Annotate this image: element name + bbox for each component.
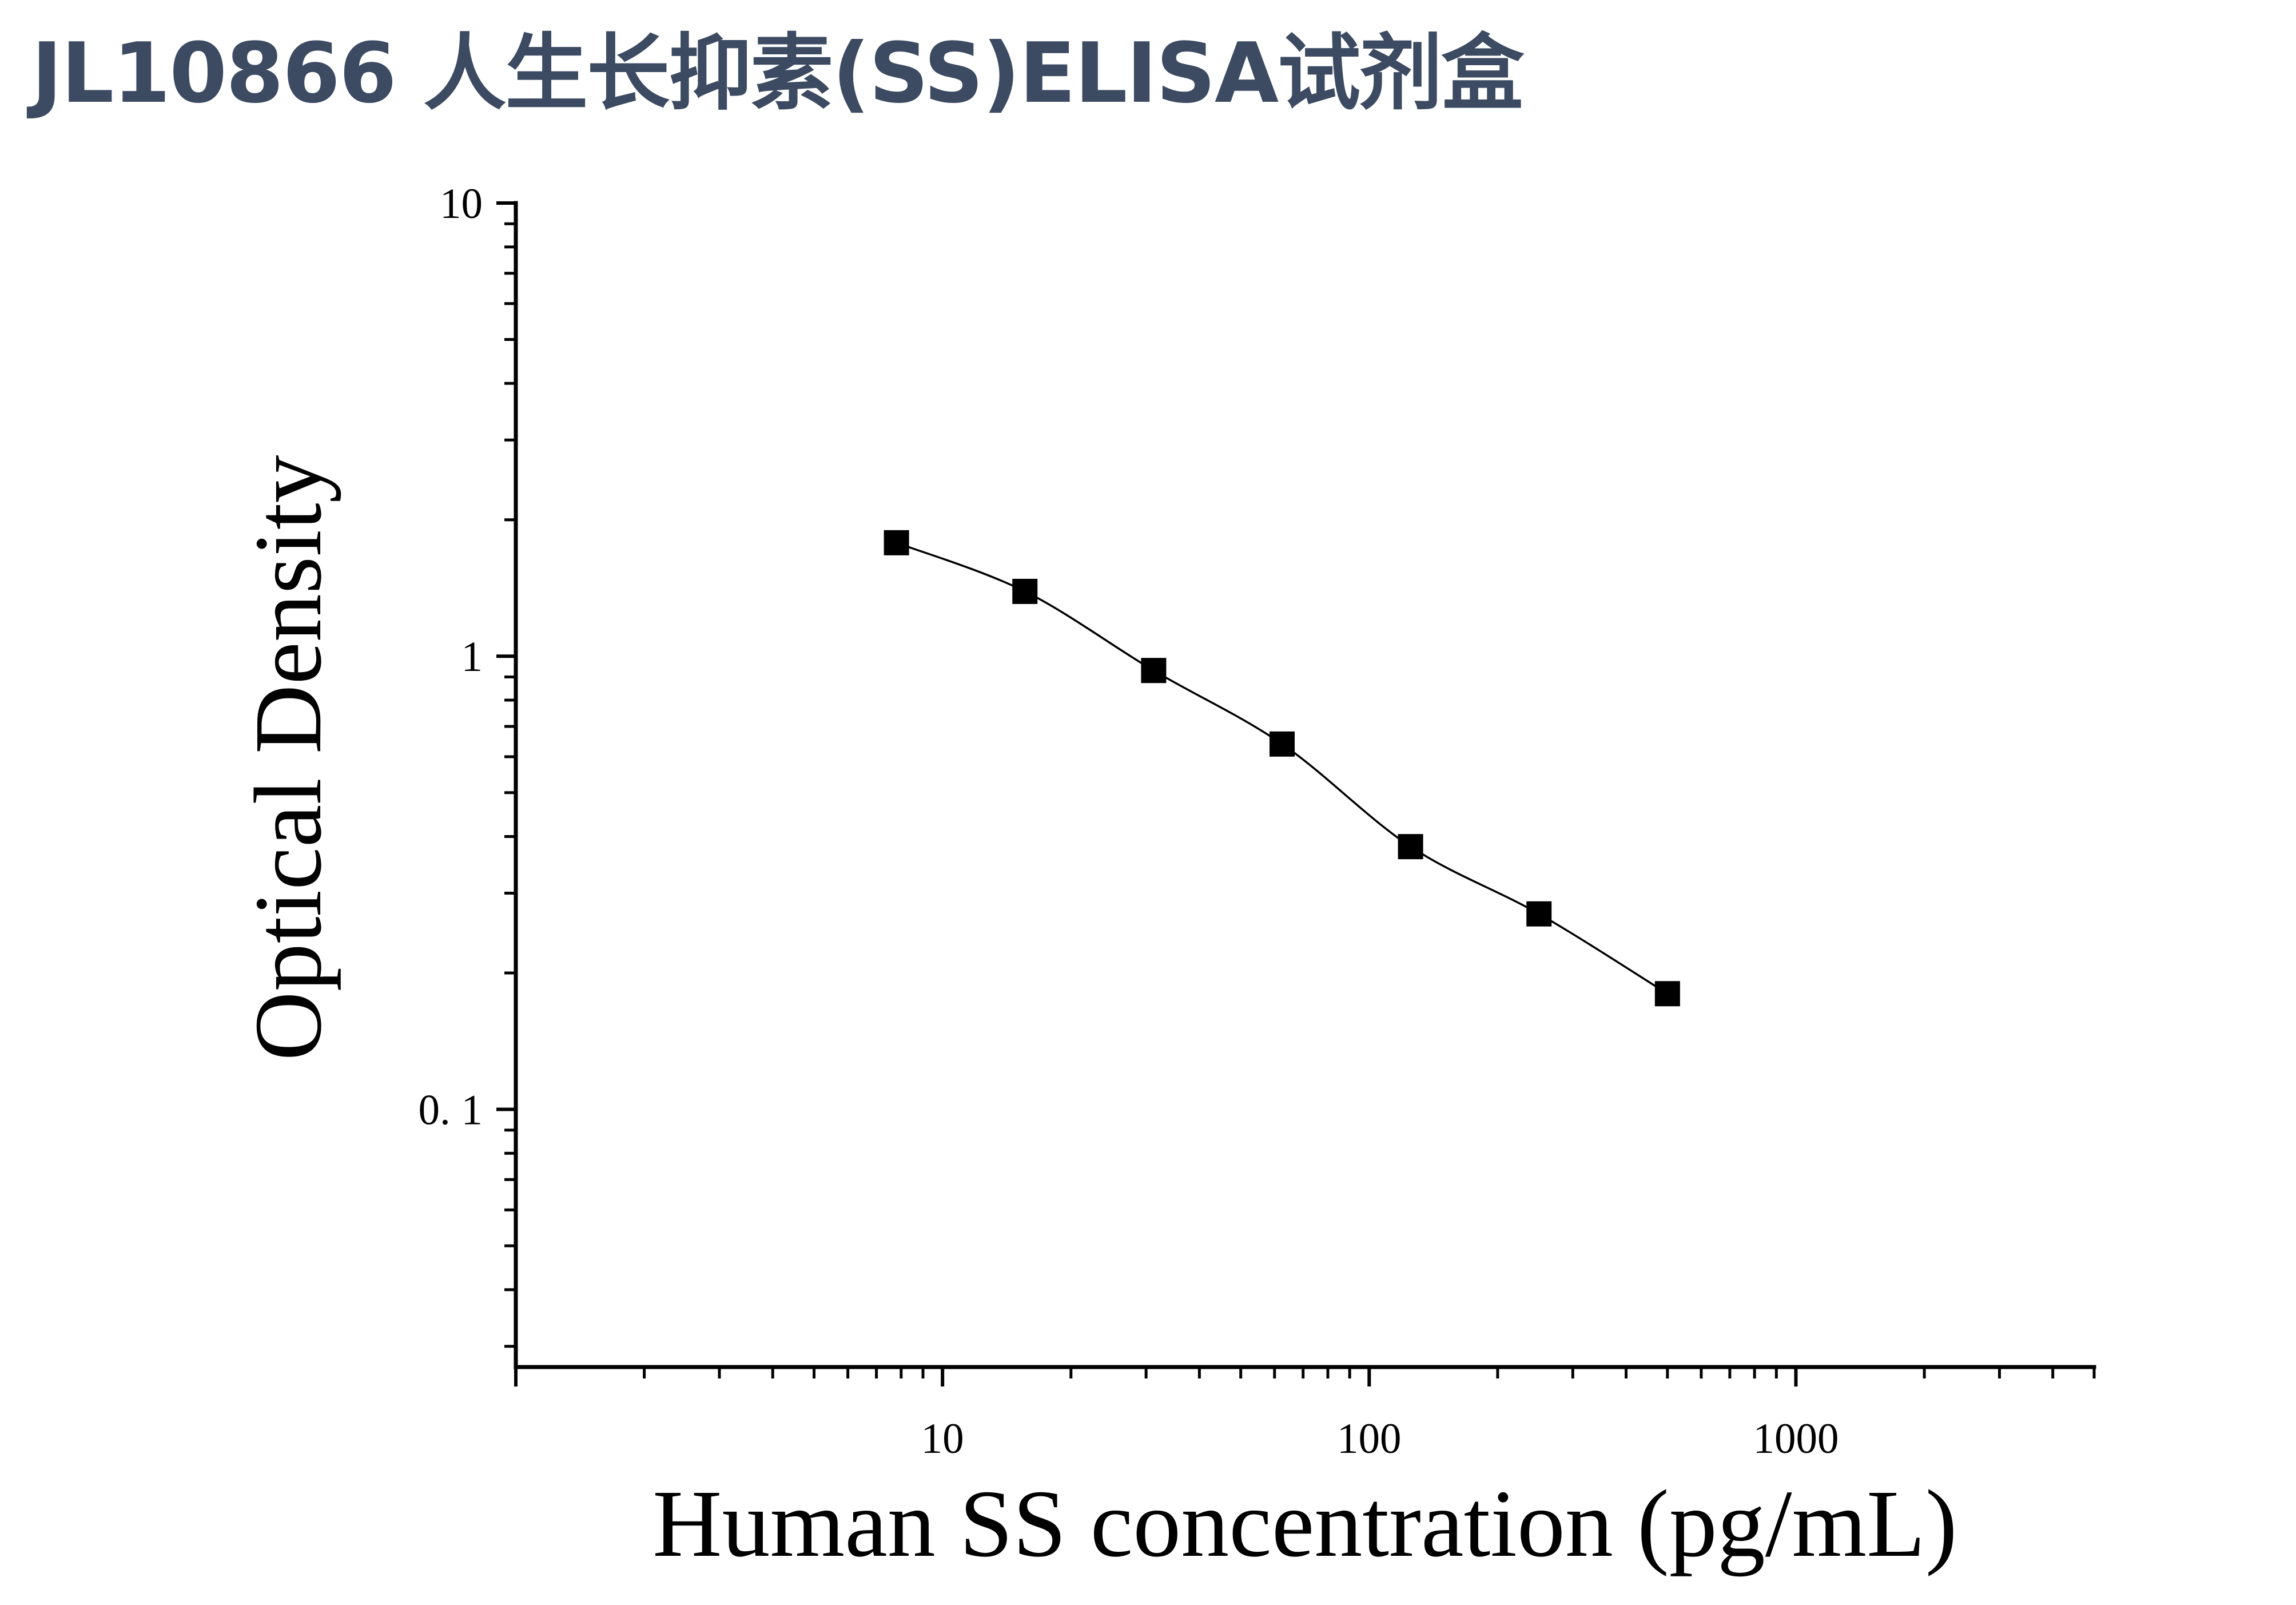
data-point — [1270, 731, 1295, 757]
x-axis-title: Human SS concentration (pg/mL) — [652, 1471, 1957, 1577]
data-points — [884, 530, 1680, 1007]
x-tick-label: 10 — [921, 1415, 964, 1463]
y-tick-label: 0. 1 — [419, 1086, 483, 1134]
data-point — [1654, 981, 1680, 1007]
x-tick-label: 100 — [1337, 1415, 1402, 1463]
fitted-curve — [896, 542, 1668, 995]
data-point — [1012, 578, 1038, 604]
page-title: JL10866 人生长抑素(SS)ELISA试剂盒 — [31, 25, 1524, 122]
data-point — [1398, 834, 1423, 860]
y-tick-label: 1 — [461, 633, 483, 681]
data-point — [884, 530, 909, 555]
y-axis-title: Optical Density — [235, 455, 341, 1060]
x-axis-ticks: 10 100 1000 — [514, 1367, 2096, 1463]
data-point — [1526, 901, 1552, 927]
y-axis-ticks: 0. 1 1 10 — [419, 180, 516, 1348]
y-tick-label: 10 — [440, 180, 483, 228]
data-point — [1141, 658, 1167, 684]
x-tick-label: 1000 — [1753, 1415, 1839, 1463]
